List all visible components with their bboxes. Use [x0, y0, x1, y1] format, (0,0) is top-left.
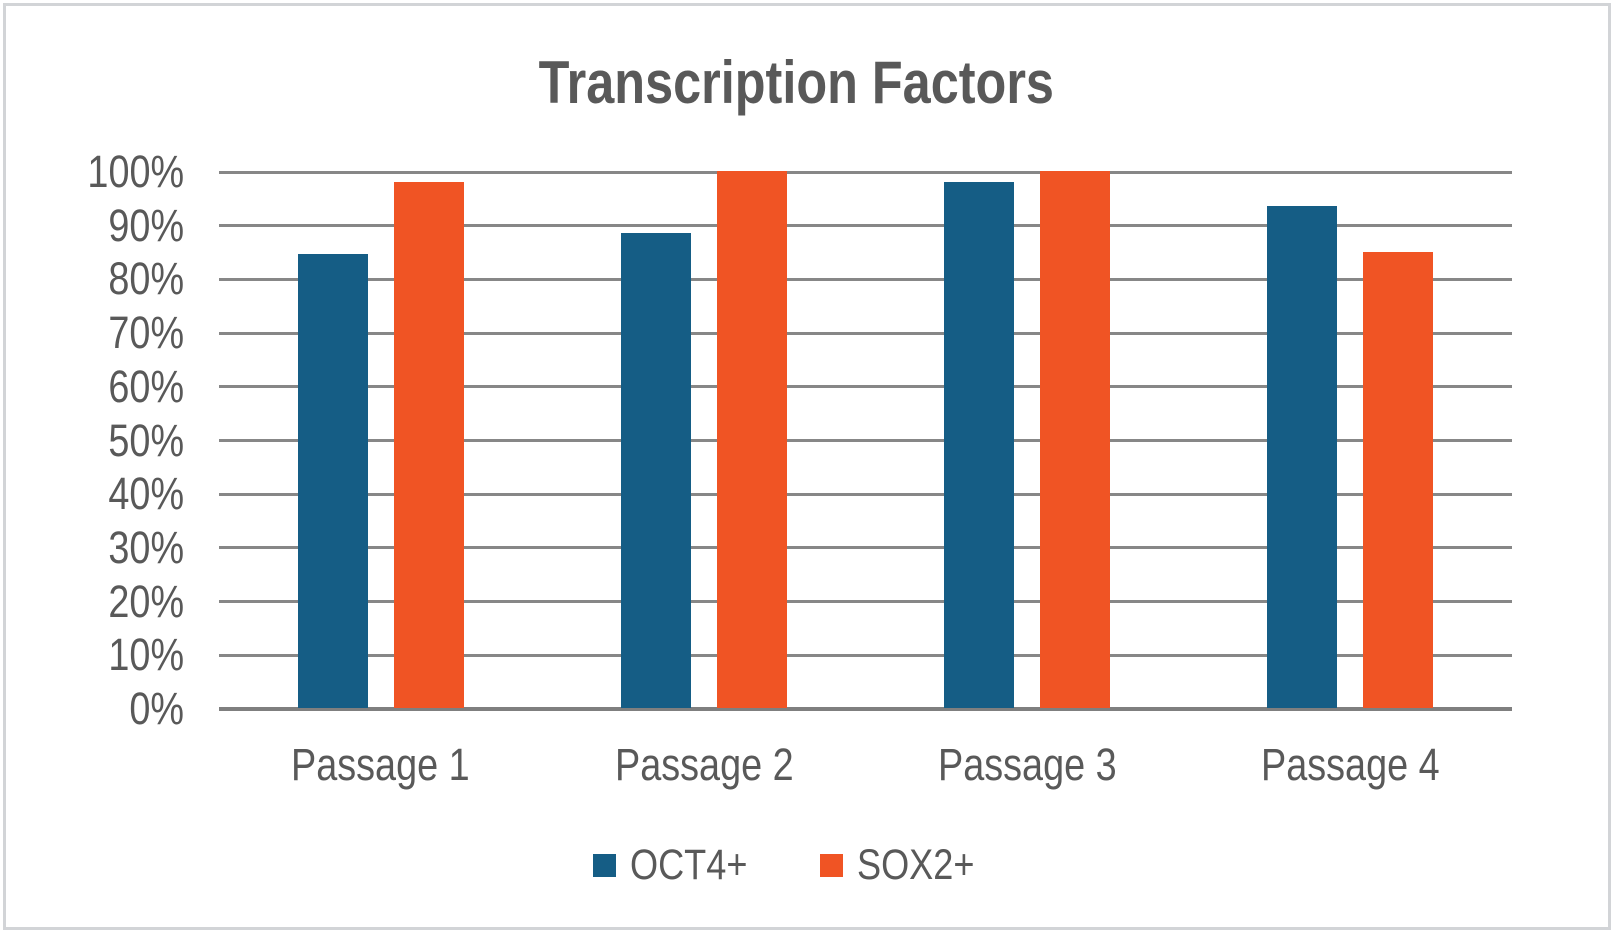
legend: OCT4+ SOX2+ [0, 842, 1599, 888]
x-tick-label-2: Passage 2 [543, 740, 865, 790]
x-tick-text: Passage 3 [937, 739, 1117, 790]
legend-label: OCT4+ [630, 842, 770, 888]
y-tick-label-70: 70% [94, 310, 184, 356]
y-tick-text: 60% [108, 360, 184, 412]
chart-title-text: Transcription Factors [538, 49, 1055, 116]
bar-sox2-passage-2 [716, 171, 787, 708]
legend-label-text: SOX2+ [856, 841, 975, 889]
legend-swatch-icon [593, 853, 617, 877]
x-tick-label-4: Passage 4 [1189, 740, 1511, 790]
legend-item-oct4: OCT4+ [593, 842, 770, 888]
y-tick-text: 40% [108, 468, 184, 520]
legend-label-text: OCT4+ [630, 841, 748, 889]
bar-sox2-passage-1 [393, 181, 464, 708]
x-tick-label-1: Passage 1 [220, 740, 542, 790]
y-tick-label-60: 60% [94, 360, 184, 412]
bar-oct4-passage-3 [944, 181, 1015, 708]
gridline-80 [219, 277, 1512, 281]
y-tick-text: 10% [108, 629, 184, 681]
y-tick-label-20: 20% [94, 575, 184, 627]
bar-oct4-passage-1 [297, 254, 368, 708]
gridline-20 [219, 600, 1512, 604]
bar-oct4-passage-4 [1267, 205, 1338, 708]
y-tick-text: 70% [108, 307, 184, 359]
y-tick-label-0: 0% [119, 686, 184, 732]
x-axis: Passage 1 Passage 2 Passage 3 Passage 4 [219, 740, 1512, 792]
bar-sox2-passage-4 [1363, 251, 1434, 708]
y-tick-text: 30% [108, 521, 184, 573]
legend-label: SOX2+ [857, 842, 997, 888]
x-tick-text: Passage 1 [291, 739, 470, 790]
plot-area [219, 170, 1512, 711]
y-tick-label-30: 30% [94, 521, 184, 573]
y-tick-text: 20% [108, 575, 184, 627]
y-tick-label-50: 50% [94, 414, 184, 466]
y-tick-label-80: 80% [94, 256, 184, 302]
y-tick-text: 50% [108, 414, 184, 466]
gridline-90 [219, 224, 1512, 228]
y-tick-text: 100% [87, 146, 184, 197]
legend-swatch-icon [819, 853, 843, 877]
gridline-40 [219, 492, 1512, 496]
gridline-30 [219, 546, 1512, 550]
chart-frame: Transcription Factors 0% 10% 20% 30% 40% 50% 6… [3, 3, 1611, 930]
y-tick-label-90: 90% [94, 199, 184, 251]
gridline-60 [219, 385, 1512, 389]
y-tick-text: 90% [108, 199, 184, 251]
y-tick-text: 0% [129, 683, 184, 734]
bar-oct4-passage-2 [620, 232, 691, 708]
gridline-70 [219, 331, 1512, 335]
gridline-100 [219, 170, 1512, 174]
legend-item-sox2: SOX2+ [819, 842, 997, 888]
gridline-10 [219, 653, 1512, 657]
x-tick-text: Passage 2 [614, 739, 794, 790]
y-tick-label-10: 10% [94, 632, 184, 678]
y-tick-label-40: 40% [94, 471, 184, 517]
y-tick-label-100: 100% [69, 149, 184, 195]
x-tick-label-3: Passage 3 [866, 740, 1188, 790]
y-axis: 0% 10% 20% 30% 40% 50% 60% 70% 80% 90% 100% [6, 149, 184, 732]
y-tick-text: 80% [108, 253, 184, 305]
x-tick-text: Passage 4 [1261, 739, 1440, 790]
gridline-50 [219, 439, 1512, 442]
chart-title: Transcription Factors [6, 48, 1614, 118]
x-axis-line [219, 707, 1512, 711]
bar-sox2-passage-3 [1040, 171, 1111, 708]
